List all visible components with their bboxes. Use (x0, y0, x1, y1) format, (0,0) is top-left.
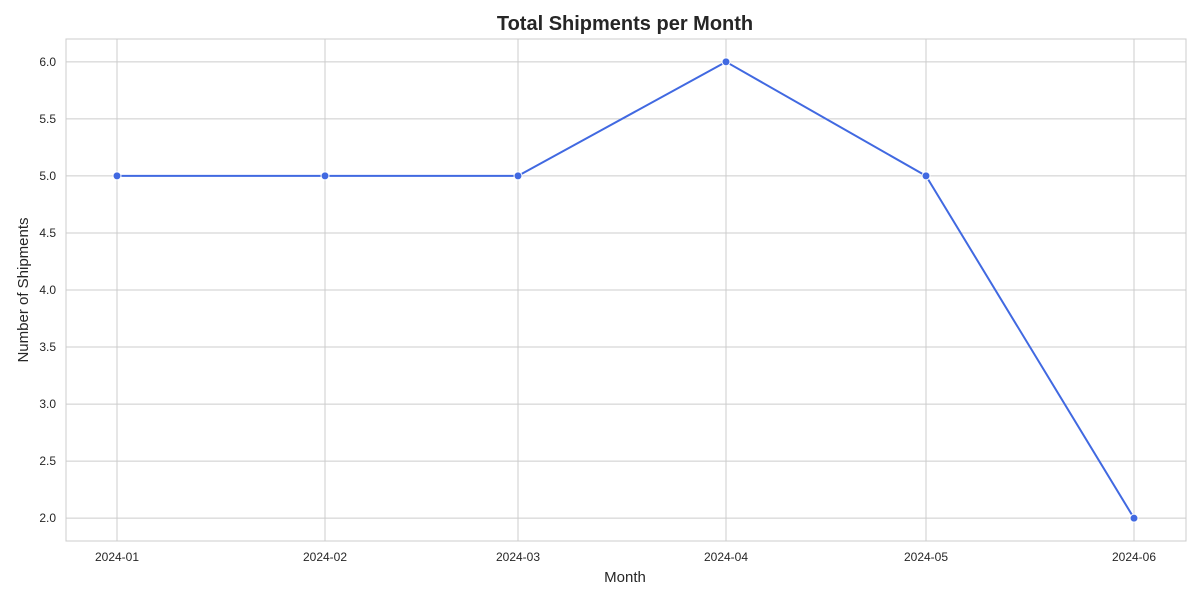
y-tick-label: 2.0 (39, 511, 56, 525)
y-gridlines (66, 61, 1186, 519)
data-point (112, 171, 122, 181)
x-tick-labels: 2024-01 2024-02 2024-03 2024-04 2024-05 2024-… (95, 550, 1156, 564)
y-tick-label: 3.5 (39, 340, 56, 354)
y-axis-label: Number of Shipments (15, 217, 32, 362)
y-tick-labels: 2.0 2.5 3.0 3.5 4.0 4.5 5.0 5.5 6.0 (39, 55, 56, 525)
series-layer (112, 57, 1139, 523)
y-tick-label: 4.0 (39, 283, 56, 297)
x-tick-label: 2024-05 (904, 550, 948, 564)
x-tick-label: 2024-03 (496, 550, 540, 564)
y-tick-label: 6.0 (39, 55, 56, 69)
data-point (921, 171, 931, 181)
data-point (320, 171, 330, 181)
y-tick-label: 4.5 (39, 226, 56, 240)
y-tick-label: 2.5 (39, 454, 56, 468)
x-gridlines (116, 39, 1135, 541)
x-tick-label: 2024-01 (95, 550, 139, 564)
series-line (116, 60, 1135, 520)
data-point (1129, 513, 1139, 523)
y-tick-label: 3.0 (39, 397, 56, 411)
y-tick-label: 5.5 (39, 112, 56, 126)
data-point (721, 57, 731, 67)
x-tick-label: 2024-06 (1112, 550, 1156, 564)
x-axis-label: Month (604, 569, 646, 586)
x-tick-label: 2024-04 (704, 550, 748, 564)
data-point (513, 171, 523, 181)
x-tick-label: 2024-02 (303, 550, 347, 564)
chart-title: Total Shipments per Month (497, 13, 753, 35)
plot-frame (65, 38, 1187, 542)
y-tick-label: 5.0 (39, 169, 56, 183)
